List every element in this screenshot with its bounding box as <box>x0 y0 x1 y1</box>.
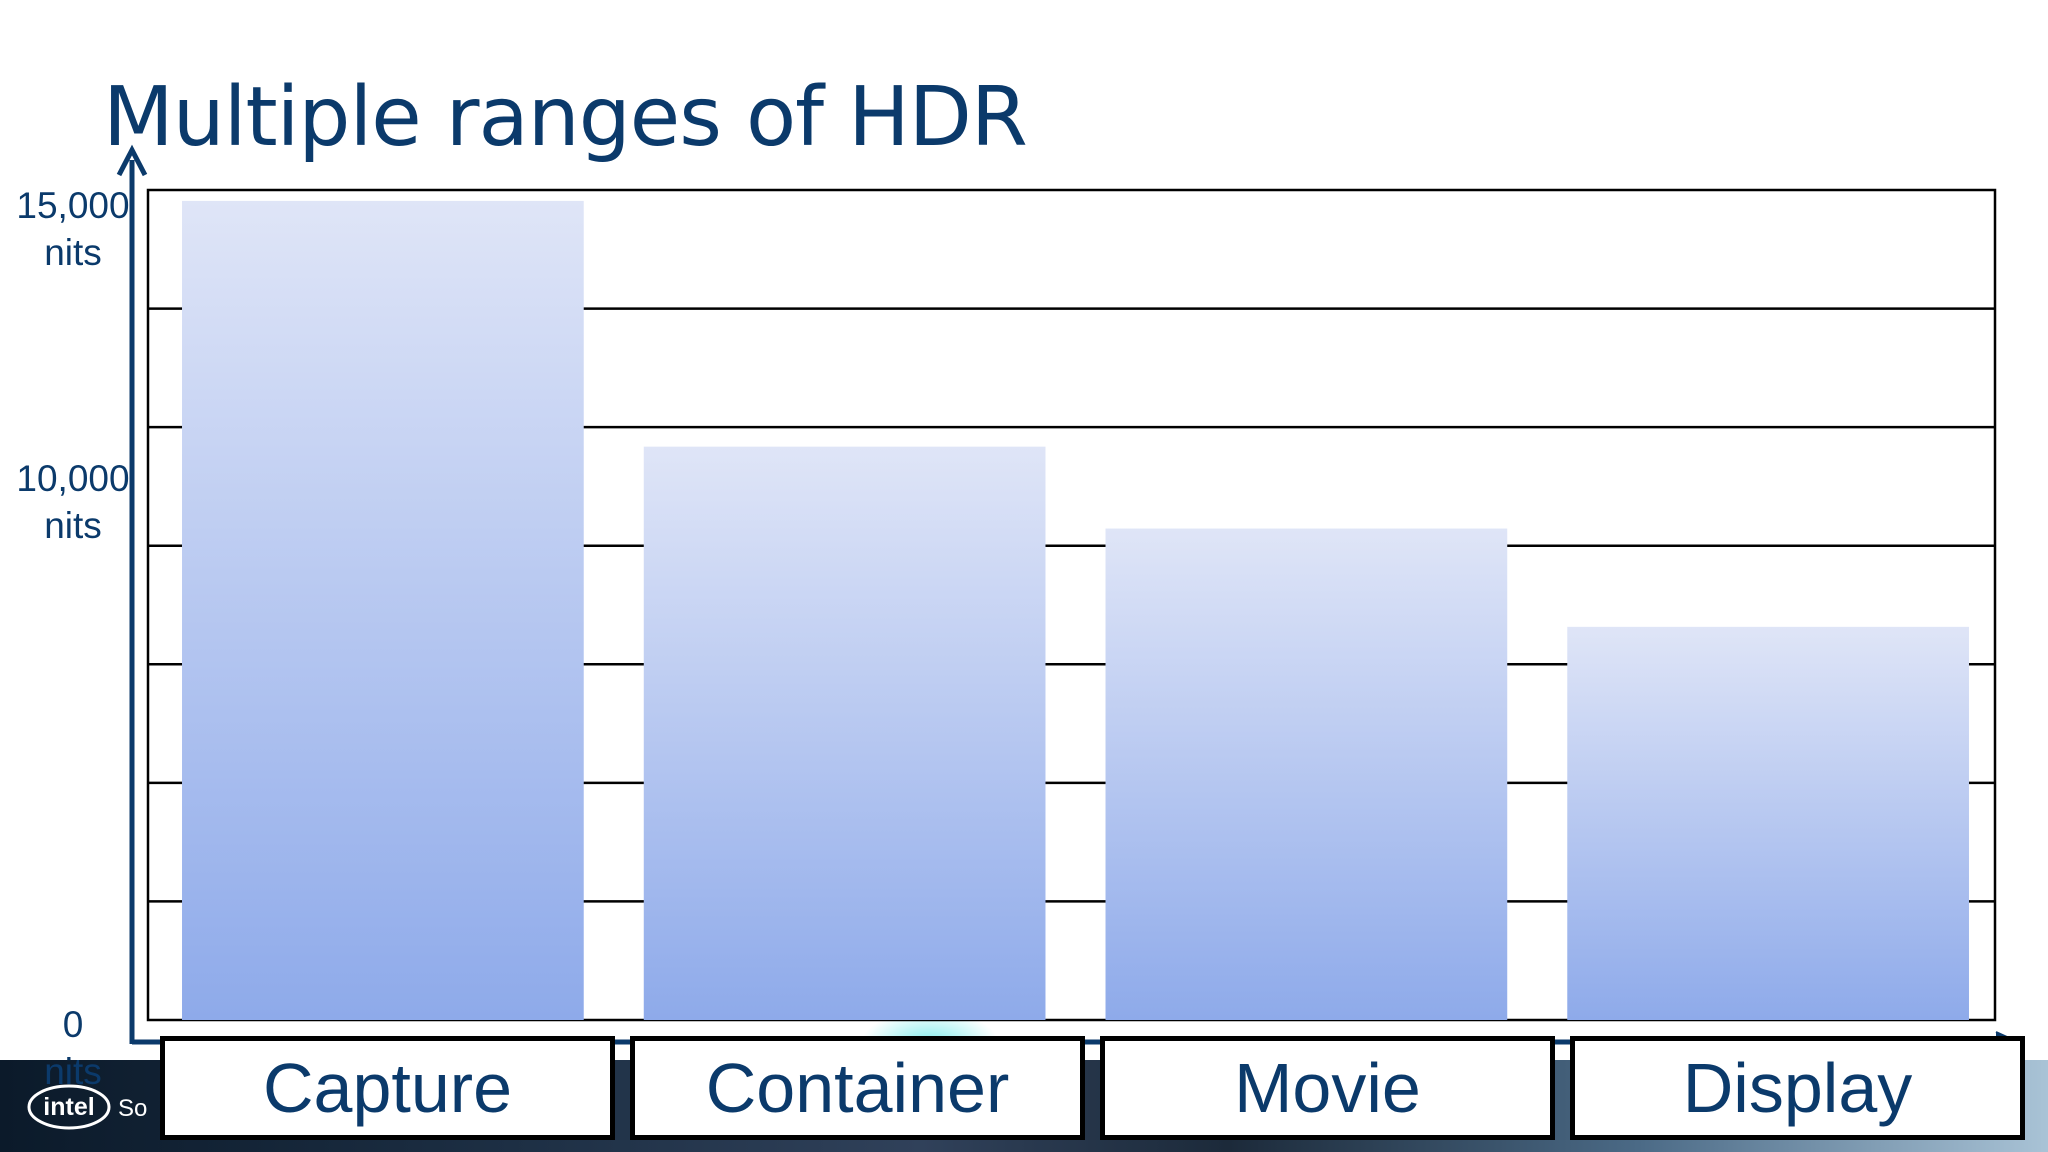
y-tick-label-line: 10,000 <box>16 457 130 499</box>
bar-display <box>1567 626 1969 1020</box>
bar-movie <box>1105 528 1508 1020</box>
footer-text: So <box>118 1095 148 1122</box>
y-tick-label: 10,000 nits <box>3 455 143 549</box>
y-tick-label-line: nits <box>44 504 102 546</box>
category-label-capture: Capture <box>160 1036 615 1140</box>
y-tick-label-line: 0 <box>62 1004 84 1045</box>
y-tick-label: 0 nits <box>3 1001 143 1095</box>
y-axis-arrow-icon <box>116 144 148 177</box>
bar-container <box>643 446 1046 1020</box>
slide-title: Multiple ranges of HDR <box>103 70 1028 165</box>
category-label-display: Display <box>1570 1036 2025 1140</box>
category-label-container: Container <box>630 1036 1085 1140</box>
intel-logo-text: intel <box>43 1093 94 1121</box>
y-tick-label-line: nits <box>44 231 102 273</box>
y-tick-label-line: nits <box>44 1051 102 1092</box>
bar-capture <box>182 200 584 1021</box>
y-tick-label-line: 15,000 <box>16 184 130 226</box>
category-label-movie: Movie <box>1100 1036 1555 1140</box>
y-tick-label: 15,000 nits <box>3 182 143 276</box>
intel-logo: intel <box>27 1084 111 1130</box>
